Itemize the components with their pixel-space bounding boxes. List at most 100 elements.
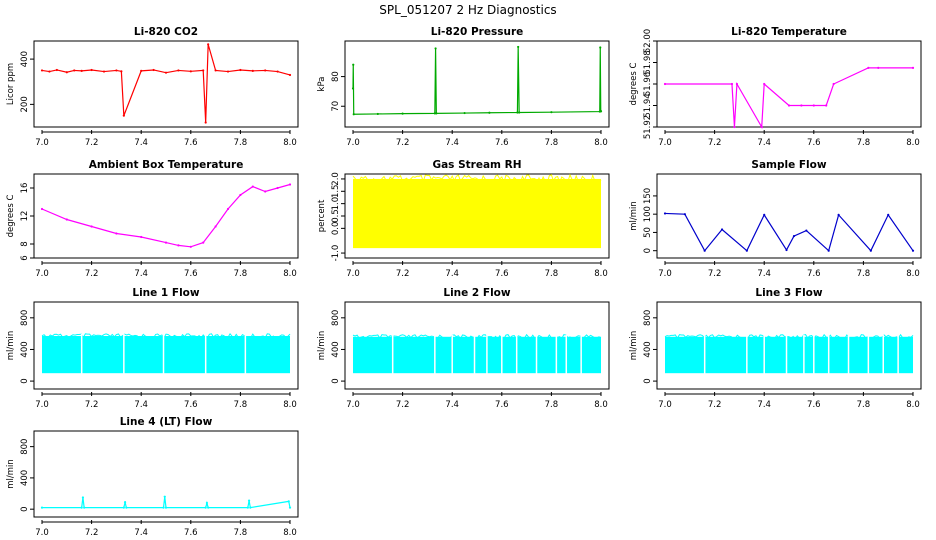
data-point xyxy=(276,70,279,73)
chart-title: Gas Stream RH xyxy=(432,159,521,171)
data-point xyxy=(189,245,192,248)
x-tick-label: 7.2 xyxy=(85,269,99,279)
y-tick-label: 51.96 xyxy=(643,72,653,96)
data-point xyxy=(805,229,808,232)
panel-line-1-flow: Line 1 Flow 7.0 7.2 7.4 7.6 7.8 8.0 0 400 800 ml/m… xyxy=(6,287,299,410)
data-point xyxy=(102,70,106,73)
data-point xyxy=(226,70,230,73)
data-point xyxy=(40,207,44,211)
x-tick-label: 8.0 xyxy=(283,269,297,279)
x-tick-label: 7.8 xyxy=(857,138,871,148)
y-axis-label: ml/min xyxy=(6,459,16,489)
plot-frame xyxy=(656,301,922,390)
x-tick-label: 7.0 xyxy=(35,138,49,148)
y-tick-label: 12 xyxy=(20,211,30,222)
y-tick-label: 8 xyxy=(20,241,30,246)
data-point xyxy=(745,249,748,252)
data-band xyxy=(353,336,601,374)
panel-line-2-flow: Line 2 Flow 7.0 7.2 7.4 7.6 7.8 8.0 0 400 800 ml/m… xyxy=(317,287,610,410)
data-point xyxy=(792,234,796,238)
x-tick-label: 7.4 xyxy=(134,528,148,538)
data-point xyxy=(869,249,872,252)
data-point xyxy=(837,213,840,217)
data-line xyxy=(41,44,291,123)
chart-title: Li-820 Temperature xyxy=(731,26,847,38)
data-point xyxy=(177,69,180,72)
data-point xyxy=(911,249,915,252)
x-tick-label: 7.4 xyxy=(445,138,459,148)
series-1 xyxy=(351,45,603,116)
y-axis-label: ml/min xyxy=(6,331,16,361)
y-axis-label: ml/min xyxy=(629,201,639,231)
data-line xyxy=(41,183,291,248)
data-point xyxy=(164,506,168,509)
data-point xyxy=(887,213,890,217)
data-point xyxy=(205,501,209,505)
x-tick-label: 7.6 xyxy=(807,138,821,148)
data-point xyxy=(401,112,404,115)
y-tick-label: 0 xyxy=(20,378,30,383)
x-tick-label: 7.8 xyxy=(545,400,559,410)
plot-frame xyxy=(344,301,610,390)
data-point xyxy=(189,70,192,73)
data-point xyxy=(760,125,763,129)
series-3 xyxy=(40,183,292,248)
x-tick-label: 8.0 xyxy=(594,138,608,148)
x-tick-label: 7.4 xyxy=(134,400,148,410)
data-point xyxy=(249,506,252,509)
y-tick-label: 51.98 xyxy=(643,50,653,74)
y-tick-label: 51.94 xyxy=(643,93,653,117)
x-tick-label: 7.2 xyxy=(396,400,410,410)
data-point xyxy=(832,82,835,86)
data-point xyxy=(140,69,143,72)
data-line xyxy=(352,46,602,115)
data-point xyxy=(516,111,519,114)
x-tick-label: 7.6 xyxy=(495,400,509,410)
x-tick-label: 7.2 xyxy=(85,138,99,148)
y-tick-label: 400 xyxy=(643,341,653,357)
x-tick-label: 7.8 xyxy=(857,269,871,279)
y-tick-label: 400 xyxy=(20,470,30,486)
x-tick-label: 7.2 xyxy=(85,400,99,410)
y-tick-label: 0.0 xyxy=(331,222,341,236)
data-point xyxy=(550,111,553,114)
data-point xyxy=(911,66,915,69)
data-point xyxy=(204,121,207,124)
x-tick-label: 7.2 xyxy=(708,400,722,410)
data-point xyxy=(599,110,603,113)
data-point xyxy=(785,248,788,252)
panel-sample-flow: Sample Flow 7.0 7.2 7.4 7.6 7.8 8.0 0 50 100 150 ml… xyxy=(629,159,922,279)
data-band xyxy=(665,336,913,374)
plot-frame xyxy=(33,40,299,128)
y-tick-label: 400 xyxy=(331,341,341,357)
data-point xyxy=(239,193,242,197)
data-band-edge xyxy=(352,333,602,340)
x-tick-label: 7.8 xyxy=(234,400,248,410)
data-point xyxy=(683,213,686,216)
data-point xyxy=(115,232,118,235)
data-point xyxy=(80,69,83,72)
x-tick-label: 7.0 xyxy=(35,269,49,279)
x-tick-label: 8.0 xyxy=(283,138,297,148)
y-tick-label: 51.92 xyxy=(643,115,653,139)
x-tick-label: 7.6 xyxy=(184,400,198,410)
data-point xyxy=(80,506,83,509)
data-point xyxy=(825,104,828,107)
y-axis-label: degrees C xyxy=(6,195,16,238)
plot-frame xyxy=(33,173,299,259)
data-point xyxy=(288,73,292,77)
x-tick-label: 7.6 xyxy=(495,138,509,148)
data-point xyxy=(162,506,165,509)
data-point xyxy=(434,47,437,50)
x-tick-label: 7.6 xyxy=(807,269,821,279)
data-point xyxy=(164,241,168,244)
y-tick-label: 0 xyxy=(20,506,30,511)
data-point xyxy=(40,69,44,72)
x-tick-label: 7.6 xyxy=(495,269,509,279)
data-point xyxy=(207,506,210,509)
data-point xyxy=(763,82,766,86)
x-tick-label: 8.0 xyxy=(283,528,297,538)
data-point xyxy=(90,225,93,228)
y-axis-label: kPa xyxy=(317,77,327,92)
data-point xyxy=(287,500,290,503)
